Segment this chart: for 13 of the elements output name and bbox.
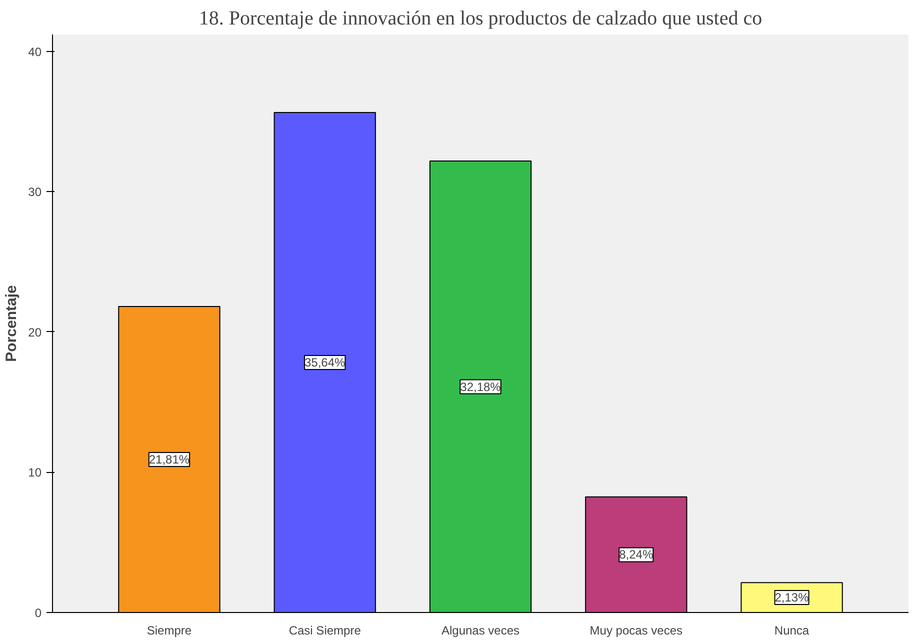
x-tick-label: Siempre	[146, 624, 192, 638]
y-tick-label: 10	[28, 466, 42, 480]
y-tick-label: 40	[28, 44, 42, 59]
x-tick-label: Nunca	[774, 624, 810, 638]
y-axis-title: Porcentaje	[3, 285, 20, 362]
y-tick-label: 30	[28, 185, 42, 200]
x-tick-label: Casi Siempre	[288, 624, 362, 638]
chart-title: 18. Porcentaje de innovación en los productos de calzado que usted co	[198, 8, 762, 30]
x-tick-label: Algunas veces	[441, 624, 520, 638]
y-tick-label: 0	[34, 606, 42, 620]
y-tick-label: 20	[28, 325, 42, 340]
x-tick-label: Muy pocas veces	[590, 624, 682, 638]
data-label: 32,18%	[460, 380, 502, 394]
